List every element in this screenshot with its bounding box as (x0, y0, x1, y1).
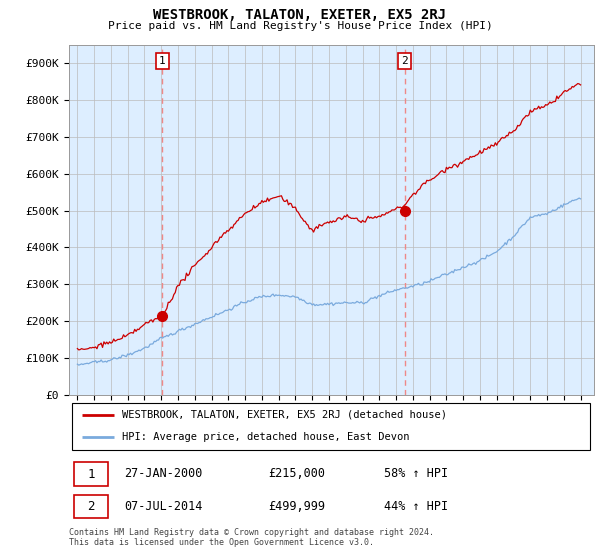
Text: 1: 1 (159, 56, 166, 66)
FancyBboxPatch shape (74, 494, 109, 519)
Text: 1: 1 (88, 468, 95, 480)
FancyBboxPatch shape (71, 403, 590, 450)
Text: WESTBROOK, TALATON, EXETER, EX5 2RJ: WESTBROOK, TALATON, EXETER, EX5 2RJ (154, 8, 446, 22)
Text: Price paid vs. HM Land Registry's House Price Index (HPI): Price paid vs. HM Land Registry's House … (107, 21, 493, 31)
Text: WESTBROOK, TALATON, EXETER, EX5 2RJ (detached house): WESTBROOK, TALATON, EXETER, EX5 2RJ (det… (121, 410, 446, 420)
Text: £499,999: £499,999 (269, 500, 325, 513)
Text: HPI: Average price, detached house, East Devon: HPI: Average price, detached house, East… (121, 432, 409, 442)
Text: 2: 2 (401, 56, 408, 66)
Text: 27-JAN-2000: 27-JAN-2000 (124, 467, 203, 480)
Text: 44% ↑ HPI: 44% ↑ HPI (384, 500, 448, 513)
FancyBboxPatch shape (74, 462, 109, 486)
Text: Contains HM Land Registry data © Crown copyright and database right 2024.
This d: Contains HM Land Registry data © Crown c… (69, 528, 434, 547)
Text: 07-JUL-2014: 07-JUL-2014 (124, 500, 203, 513)
Text: £215,000: £215,000 (269, 467, 325, 480)
Text: 2: 2 (88, 500, 95, 513)
Text: 58% ↑ HPI: 58% ↑ HPI (384, 467, 448, 480)
